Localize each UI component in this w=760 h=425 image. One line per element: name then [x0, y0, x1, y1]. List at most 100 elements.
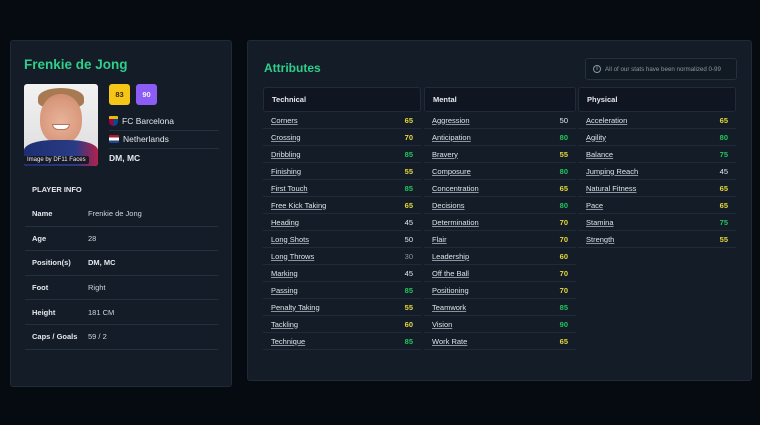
attribute-value: 75	[719, 217, 728, 227]
info-row-height: Height 181 CM	[25, 300, 218, 325]
attribute-row: Passing 85	[263, 282, 421, 299]
attribute-value: 55	[404, 302, 413, 312]
current-rating-badge: 83	[109, 84, 130, 105]
attribute-link[interactable]: Dribbling	[271, 149, 301, 159]
attribute-value: 80	[559, 132, 568, 142]
potential-rating-badge: 90	[136, 84, 157, 105]
attribute-link[interactable]: Long Shots	[271, 234, 309, 244]
attribute-value: 65	[559, 183, 568, 193]
attribute-value: 65	[719, 115, 728, 125]
attribute-link[interactable]: Jumping Reach	[586, 166, 639, 176]
nationality-name: Netherlands	[123, 134, 169, 144]
info-icon: i	[593, 65, 601, 73]
attribute-link[interactable]: Balance	[586, 149, 614, 159]
attribute-link[interactable]: Off the Ball	[432, 268, 469, 278]
attribute-link[interactable]: Vision	[432, 319, 453, 329]
info-label: Caps / Goals	[32, 332, 78, 342]
attribute-row: Long Throws 30	[263, 248, 421, 265]
attribute-link[interactable]: Stamina	[586, 217, 614, 227]
info-label: Age	[32, 233, 47, 243]
photo-credit: Image by DF11 Faces	[24, 156, 89, 164]
attribute-value: 45	[719, 166, 728, 176]
attribute-row: Tackling 60	[263, 316, 421, 333]
attribute-value: 50	[559, 115, 568, 125]
attribute-row: Work Rate 65	[424, 333, 576, 350]
attribute-row: Heading 45	[263, 214, 421, 231]
attribute-link[interactable]: Technique	[271, 336, 306, 346]
attribute-row: Decisions 80	[424, 197, 576, 214]
attribute-row: Bravery 55	[424, 146, 576, 163]
attribute-value: 70	[559, 234, 568, 244]
info-value: 181 CM	[88, 307, 115, 317]
club-name: FC Barcelona	[122, 116, 174, 126]
attribute-link[interactable]: Aggression	[432, 115, 470, 125]
attribute-link[interactable]: Finishing	[271, 166, 302, 176]
attribute-link[interactable]: Natural Fitness	[586, 183, 637, 193]
attribute-link[interactable]: Crossing	[271, 132, 301, 142]
attribute-value: 65	[404, 200, 413, 210]
attribute-link[interactable]: Positioning	[432, 285, 469, 295]
attribute-link[interactable]: Work Rate	[432, 336, 468, 346]
attributes-card: Attributes i All of our stats have been …	[247, 40, 752, 381]
attribute-link[interactable]: Acceleration	[586, 115, 628, 125]
attribute-link[interactable]: Teamwork	[432, 302, 467, 312]
attribute-link[interactable]: Concentration	[432, 183, 479, 193]
attribute-value: 30	[404, 251, 413, 261]
club-row: FC Barcelona	[109, 116, 219, 126]
attribute-value: 65	[719, 200, 728, 210]
attribute-link[interactable]: Pace	[586, 200, 604, 210]
info-label: Position(s)	[32, 258, 71, 268]
attribute-value: 50	[404, 234, 413, 244]
netherlands-flag-icon	[109, 135, 119, 143]
mental-column: Mental Aggression 50 Anticipation 80 Bravery…	[424, 87, 576, 350]
attribute-link[interactable]: First Touch	[271, 183, 308, 193]
nationality-row: Netherlands	[109, 134, 219, 144]
attribute-link[interactable]: Composure	[432, 166, 471, 176]
info-row-name: Name Frenkie de Jong	[25, 202, 218, 227]
attribute-link[interactable]: Passing	[271, 285, 298, 295]
attribute-link[interactable]: Agility	[586, 132, 607, 142]
attribute-value: 55	[559, 149, 568, 159]
attribute-link[interactable]: Leadership	[432, 251, 470, 261]
attribute-row: Vision 90	[424, 316, 576, 333]
normalization-note: i All of our stats have been normalized …	[585, 58, 737, 80]
attribute-link[interactable]: Long Throws	[271, 251, 315, 261]
attribute-link[interactable]: Marking	[271, 268, 298, 278]
attribute-link[interactable]: Flair	[432, 234, 447, 244]
physical-column: Physical Acceleration 65 Agility 80 Balance 7…	[578, 87, 736, 248]
attribute-row: Pace 65	[578, 197, 736, 214]
attribute-value: 85	[404, 336, 413, 346]
club-crest-icon	[109, 116, 118, 126]
attribute-row: Dribbling 85	[263, 146, 421, 163]
attribute-link[interactable]: Strength	[586, 234, 615, 244]
info-value: DM, MC	[88, 258, 116, 268]
attribute-row: Positioning 70	[424, 282, 576, 299]
attribute-link[interactable]: Corners	[271, 115, 298, 125]
attribute-row: First Touch 85	[263, 180, 421, 197]
attribute-value: 80	[559, 200, 568, 210]
player-name: Frenkie de Jong	[24, 57, 128, 72]
attribute-row: Technique 85	[263, 333, 421, 350]
attribute-value: 70	[559, 217, 568, 227]
attribute-link[interactable]: Tackling	[271, 319, 299, 329]
attribute-value: 65	[559, 336, 568, 346]
info-row-foot: Foot Right	[25, 276, 218, 301]
attribute-value: 45	[404, 217, 413, 227]
attribute-row: Stamina 75	[578, 214, 736, 231]
attribute-value: 55	[719, 234, 728, 244]
attribute-link[interactable]: Free Kick Taking	[271, 200, 327, 210]
attribute-row: Jumping Reach 45	[578, 163, 736, 180]
attribute-row: Penalty Taking 55	[263, 299, 421, 316]
attribute-value: 90	[559, 319, 568, 329]
attribute-row: Free Kick Taking 65	[263, 197, 421, 214]
attribute-link[interactable]: Determination	[432, 217, 479, 227]
attribute-link[interactable]: Heading	[271, 217, 299, 227]
info-value: Right	[88, 283, 106, 293]
info-row-age: Age 28	[25, 227, 218, 252]
attribute-link[interactable]: Decisions	[432, 200, 465, 210]
attribute-link[interactable]: Penalty Taking	[271, 302, 320, 312]
photo-face	[40, 94, 82, 144]
attribute-link[interactable]: Bravery	[432, 149, 458, 159]
attribute-link[interactable]: Anticipation	[432, 132, 471, 142]
attribute-row: Determination 70	[424, 214, 576, 231]
